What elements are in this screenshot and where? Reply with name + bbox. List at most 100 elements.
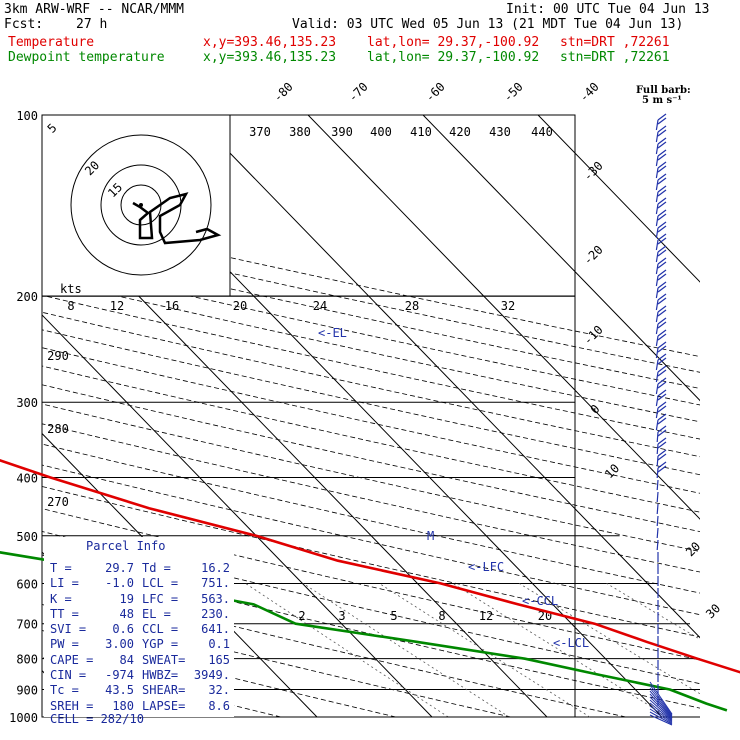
isotherm-label: 20: [683, 539, 703, 559]
parcel-value: 0.1: [208, 637, 230, 652]
parcel-value: EL =: [142, 606, 171, 621]
parcel-row: Tc = 43.5 SHEAR= 32.: [50, 683, 234, 698]
level-annotation: M: [427, 529, 434, 543]
dewpoint-profile: [0, 551, 728, 712]
parcel-value: HWBZ=: [142, 668, 179, 683]
forecast-hour: 27 h: [76, 17, 108, 32]
wind-barb-staff: [656, 527, 659, 539]
theta-label: 440: [531, 125, 553, 139]
parcel-value: 641.: [201, 622, 230, 637]
hodograph-speed-label: 12: [110, 299, 124, 313]
init-time: Init: 00 UTC Tue 04 Jun 13: [506, 2, 710, 17]
dry-adiabat: [42, 508, 700, 661]
hodograph-speed-label: 32: [501, 299, 515, 313]
wind-barb-staff: [655, 383, 659, 395]
parcel-value: SVI =: [50, 622, 87, 637]
wind-barb-staff: [655, 179, 659, 191]
pressure-label: 1000: [9, 711, 38, 725]
isotherm-label: -20: [581, 243, 606, 268]
wind-barb-flag: [657, 141, 667, 149]
wind-barb-flag: [657, 425, 667, 433]
wind-barb-staff: [655, 215, 659, 227]
wind-barb-flag: [657, 269, 667, 277]
wind-barb-flag: [657, 317, 667, 325]
wind-barb-flag: [657, 125, 667, 133]
mixing-ratio-line: [302, 583, 510, 718]
parcel-value: CAPE =: [50, 652, 94, 667]
wind-barb-flag: [657, 185, 667, 193]
wind-barb-flag: [657, 165, 667, 173]
wind-barb-flag: [657, 341, 667, 349]
wind-barb-cluster: [649, 714, 673, 726]
wind-barb-flag: [657, 153, 667, 161]
parcel-row: K = 19 LFC = 563.: [50, 592, 234, 607]
wind-barb-flag: [657, 261, 667, 269]
wind-barb-staff: [655, 251, 659, 263]
theta-label: 390: [331, 125, 353, 139]
parcel-row: LI = -1.0 LCL = 751.: [50, 576, 234, 591]
isotherm-label: 0: [588, 402, 603, 417]
wind-barb-flag: [657, 221, 667, 229]
isotherm-label: -10: [581, 323, 606, 348]
model-title: 3km ARW-WRF -- NCAR/MMM: [4, 2, 185, 17]
parcel-row: CAPE = 84 SWEAT= 165: [50, 653, 234, 668]
theta-label: 410: [410, 125, 432, 139]
mixing-ratio-label: 2: [298, 609, 305, 623]
isotherm-label: -40: [577, 80, 602, 105]
parcel-value: 165: [208, 652, 230, 667]
wind-barb-staff: [655, 299, 659, 311]
parcel-value: Tc =: [50, 683, 79, 698]
wind-barb-flag: [657, 381, 667, 389]
dry-adiabat: [42, 578, 626, 718]
mixing-ratio-line: [245, 583, 449, 718]
wind-barb-flag: [657, 413, 667, 421]
theta-side-label: 280: [47, 422, 69, 436]
wind-barb-flag: [657, 257, 667, 265]
parcel-value: 751.: [201, 576, 230, 591]
wind-barb-flag: [657, 233, 667, 241]
wind-barb-staff: [655, 311, 659, 323]
wind-barb-flag: [657, 113, 667, 121]
wind-barb-cluster: [649, 708, 673, 724]
station-temp: stn=DRT ,72261: [560, 35, 670, 50]
parcel-value: PW =: [50, 637, 79, 652]
wind-barb-flag: [657, 449, 667, 457]
parcel-value: T =: [50, 561, 72, 575]
wind-barb-staff: [656, 455, 659, 467]
wind-barb-cluster: [649, 693, 673, 719]
hodograph-speed-label: 8: [67, 299, 74, 313]
parcel-value: 29.7: [105, 561, 134, 575]
legend-dewpoint: Dewpoint temperature: [8, 50, 165, 65]
wind-barb-flag: [657, 209, 667, 217]
pressure-label: 200: [16, 290, 38, 304]
wind-barb-cluster: [649, 681, 673, 715]
theta-label: 370: [249, 125, 271, 139]
wind-barb-cluster: [649, 684, 673, 716]
wind-barb-flag: [657, 401, 667, 409]
parcel-value: 84: [119, 652, 134, 667]
isotherm-line: [307, 115, 700, 520]
parcel-value: LFC =: [142, 591, 179, 606]
pressure-label: 800: [16, 653, 38, 667]
wind-barb-staff: [655, 191, 659, 203]
parcel-value: 563.: [201, 591, 230, 606]
wind-barb-staff: [655, 167, 659, 179]
wind-barb-cluster: [649, 687, 673, 717]
hodograph-speed-label: 20: [233, 299, 247, 313]
wind-barb-flag: [657, 417, 667, 425]
dry-adiabat: [42, 464, 700, 616]
parcel-value: -974: [105, 668, 134, 683]
xy-temp: x,y=393.46,135.23: [203, 35, 337, 50]
wind-barb-cluster: [649, 699, 673, 721]
wind-barb-flag: [657, 461, 667, 469]
latlon-dew: lat,lon= 29.37,-100.92: [367, 50, 540, 65]
pressure-label: 300: [16, 396, 38, 410]
dry-adiabat: [42, 230, 700, 373]
parcel-value: SHEAR=: [142, 683, 186, 698]
parcel-value: YGP =: [142, 637, 179, 652]
legend-temperature: Temperature: [8, 35, 95, 50]
mixing-ratio-label: 3: [338, 609, 345, 623]
wind-barb-flag: [657, 309, 667, 317]
dry-adiabat: [42, 486, 700, 638]
